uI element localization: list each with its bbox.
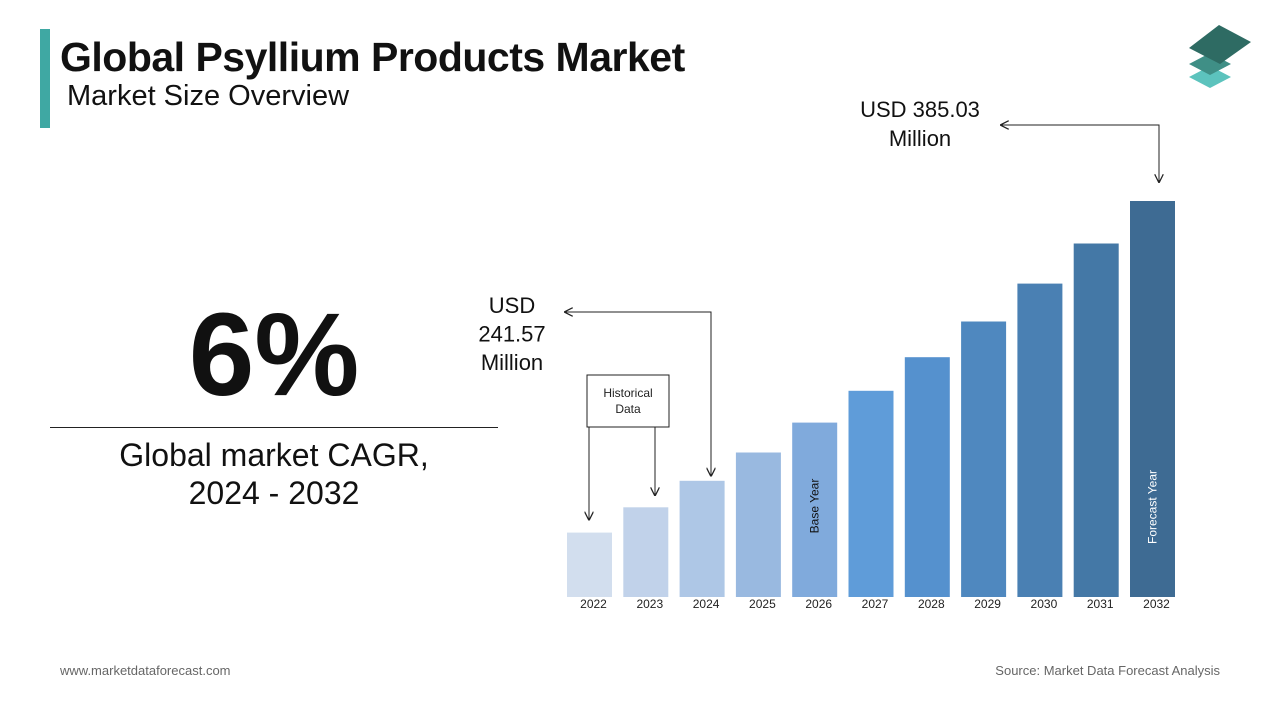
x-tick-label-2028: 2028 [918, 597, 945, 611]
cagr-value: 6% [188, 289, 360, 421]
historical-data-label: Data [615, 402, 641, 416]
start-value-label: USD [489, 293, 535, 318]
title-accent-bar [40, 29, 50, 128]
bar-2022 [567, 532, 612, 597]
page-subtitle: Market Size Overview [67, 80, 350, 112]
bar-2024 [679, 480, 725, 597]
bar-2031 [1073, 243, 1119, 597]
start-value-label: 241.57 [478, 322, 545, 347]
footer-website: www.marketdataforecast.com [60, 663, 231, 678]
cagr-label-line1: Global market CAGR, [119, 437, 429, 473]
bar-2025 [735, 452, 781, 597]
end-value-arrow [1001, 125, 1159, 182]
cagr-label: Global market CAGR, 2024 - 2032 [50, 436, 498, 512]
historical-data-label: Historical [603, 386, 652, 400]
page-title: Global Psyllium Products Market [60, 34, 685, 80]
end-value-label: Million [889, 126, 951, 151]
bar-2026 [792, 422, 838, 597]
x-tick-label-2031: 2031 [1087, 597, 1114, 611]
x-tick-label-2029: 2029 [974, 597, 1001, 611]
end-value-label: USD 385.03 [860, 97, 980, 122]
start-value-arrow [565, 312, 711, 476]
x-tick-label-2023: 2023 [636, 597, 663, 611]
x-tick-label-2030: 2030 [1031, 597, 1058, 611]
annotations-layer: Base Year Forecast Year Historical Data USD 2… [478, 97, 1159, 544]
footer-source: Source: Market Data Forecast Analysis [995, 663, 1220, 678]
forecast-year-label: Forecast Year [1146, 470, 1160, 544]
cagr-label-line2: 2024 - 2032 [188, 475, 360, 511]
x-tick-label-2025: 2025 [749, 597, 776, 611]
base-year-label: Base Year [808, 479, 822, 534]
logo-layer-bottom [1189, 66, 1231, 88]
historical-data-box [586, 374, 670, 428]
bars-layer: 2022 2023 2024 2025 2026 2027 2028 2029 2030 2031… [567, 201, 1175, 611]
bar-2030 [1017, 283, 1063, 597]
x-tick-label-2032: 2032 [1143, 597, 1170, 611]
cagr-divider [50, 427, 498, 428]
bar-2023 [623, 507, 669, 597]
brand-logo-icon [1189, 25, 1251, 88]
bar-2028 [904, 357, 950, 597]
x-tick-label-2026: 2026 [805, 597, 832, 611]
x-tick-label-2027: 2027 [862, 597, 889, 611]
bar-2032 [1130, 201, 1175, 597]
x-tick-label-2022: 2022 [580, 597, 607, 611]
bar-2027 [848, 390, 894, 597]
x-tick-label-2024: 2024 [693, 597, 720, 611]
start-value-label: Million [481, 350, 543, 375]
logo-layer-top [1189, 25, 1251, 64]
bar-2029 [961, 321, 1007, 597]
